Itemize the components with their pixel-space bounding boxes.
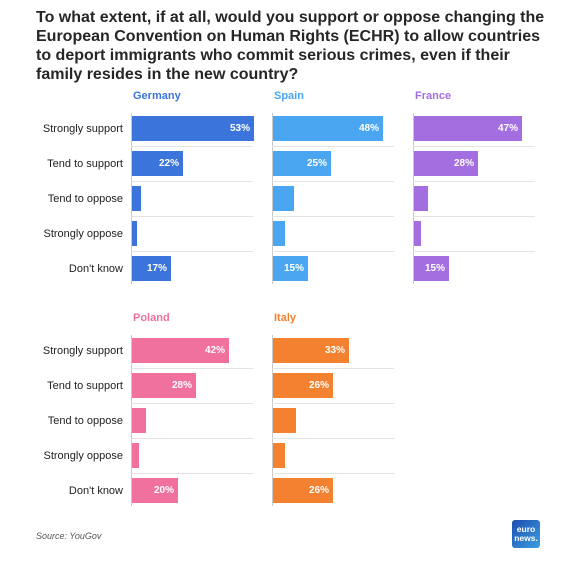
panel-france: France 47% 28% 15% bbox=[413, 89, 535, 286]
bar-poland-tend-to-oppose bbox=[132, 408, 146, 433]
source-note: Source: YouGov bbox=[36, 531, 102, 541]
row-divider bbox=[413, 251, 535, 252]
bar-italy-strongly-support: 33% bbox=[273, 338, 349, 363]
bar-value-label: 28% bbox=[171, 380, 192, 391]
row-divider bbox=[272, 216, 394, 217]
panel-germany: Germany 53% 22% 17% bbox=[131, 89, 254, 286]
row-label-tend-to-oppose: Tend to oppose bbox=[47, 414, 123, 427]
panel-name-italy: Italy bbox=[274, 312, 297, 324]
row-divider bbox=[413, 181, 535, 182]
bar-poland-strongly-support: 42% bbox=[132, 338, 229, 363]
row-divider bbox=[131, 181, 253, 182]
bar-italy-strongly-oppose bbox=[273, 443, 285, 468]
row-divider bbox=[131, 403, 253, 404]
bar-france-strongly-oppose bbox=[414, 221, 421, 246]
panel-italy: Italy 33% 26% 26% bbox=[272, 311, 394, 508]
bar-italy-tend-to-oppose bbox=[273, 408, 296, 433]
bar-value-label: 15% bbox=[283, 263, 304, 274]
panel-name-spain: Spain bbox=[274, 90, 304, 102]
axis-line bbox=[272, 335, 273, 506]
row-label-strongly-support: Strongly support bbox=[42, 122, 123, 135]
row-divider bbox=[272, 368, 394, 369]
row-divider bbox=[131, 251, 253, 252]
row-label-don-t-know: Don't know bbox=[68, 262, 123, 275]
panel-name-poland: Poland bbox=[133, 312, 170, 324]
bar-germany-tend-to-support: 22% bbox=[132, 151, 183, 176]
bar-poland-don-t-know: 20% bbox=[132, 478, 178, 503]
axis-line bbox=[131, 113, 132, 284]
axis-line bbox=[131, 335, 132, 506]
row-label-tend-to-support: Tend to support bbox=[47, 157, 123, 170]
axis-line bbox=[272, 113, 273, 284]
row-divider bbox=[272, 146, 394, 147]
row-label-strongly-oppose: Strongly oppose bbox=[43, 227, 124, 240]
bar-value-label: 22% bbox=[158, 158, 179, 169]
chart-title: To what extent, if at all, would you sup… bbox=[36, 9, 545, 83]
bar-germany-strongly-support: 53% bbox=[132, 116, 254, 141]
row-divider bbox=[131, 473, 253, 474]
row-divider bbox=[131, 438, 253, 439]
bar-value-label: 28% bbox=[453, 158, 474, 169]
bar-value-label: 17% bbox=[146, 263, 167, 274]
bar-italy-tend-to-support: 26% bbox=[273, 373, 333, 398]
bar-value-label: 48% bbox=[358, 123, 379, 134]
bar-spain-tend-to-oppose bbox=[273, 186, 294, 211]
bar-value-label: 47% bbox=[497, 123, 518, 134]
bar-italy-don-t-know: 26% bbox=[273, 478, 333, 503]
row-divider bbox=[272, 181, 394, 182]
bar-value-label: 25% bbox=[306, 158, 327, 169]
row-divider bbox=[272, 438, 394, 439]
panel-poland: Poland 42% 28% 20% bbox=[131, 311, 253, 508]
panel-spain: Spain 48% 25% 15% bbox=[272, 89, 394, 286]
bar-value-label: 20% bbox=[153, 485, 174, 496]
row-divider bbox=[272, 473, 394, 474]
row-label-strongly-support: Strongly support bbox=[42, 344, 123, 357]
bar-spain-tend-to-support: 25% bbox=[273, 151, 331, 176]
row-divider bbox=[272, 403, 394, 404]
panel-name-france: France bbox=[415, 90, 452, 102]
row-label-tend-to-oppose: Tend to oppose bbox=[47, 192, 123, 205]
row-label-tend-to-support: Tend to support bbox=[47, 379, 123, 392]
axis-line bbox=[413, 113, 414, 284]
bar-spain-strongly-oppose bbox=[273, 221, 285, 246]
bar-germany-tend-to-oppose bbox=[132, 186, 141, 211]
bar-france-tend-to-oppose bbox=[414, 186, 428, 211]
bar-germany-don-t-know: 17% bbox=[132, 256, 171, 281]
row-divider bbox=[131, 216, 253, 217]
bar-value-label: 26% bbox=[308, 485, 329, 496]
bar-germany-strongly-oppose bbox=[132, 221, 137, 246]
bar-france-tend-to-support: 28% bbox=[414, 151, 478, 176]
row-divider bbox=[272, 251, 394, 252]
row-label-strongly-oppose: Strongly oppose bbox=[43, 449, 124, 462]
row-divider bbox=[413, 216, 535, 217]
euronews-logo: euro news. bbox=[512, 520, 540, 548]
row-divider bbox=[131, 368, 253, 369]
bar-value-label: 15% bbox=[424, 263, 445, 274]
bar-value-label: 33% bbox=[324, 345, 345, 356]
bar-value-label: 26% bbox=[308, 380, 329, 391]
bar-value-label: 53% bbox=[229, 123, 250, 134]
bar-france-strongly-support: 47% bbox=[414, 116, 522, 141]
bar-france-don-t-know: 15% bbox=[414, 256, 449, 281]
bar-poland-strongly-oppose bbox=[132, 443, 139, 468]
bar-poland-tend-to-support: 28% bbox=[132, 373, 196, 398]
bar-value-label: 42% bbox=[204, 345, 225, 356]
row-label-don-t-know: Don't know bbox=[68, 484, 123, 497]
panel-name-germany: Germany bbox=[133, 90, 181, 102]
row-divider bbox=[131, 146, 253, 147]
bar-spain-don-t-know: 15% bbox=[273, 256, 308, 281]
bar-spain-strongly-support: 48% bbox=[273, 116, 383, 141]
row-divider bbox=[413, 146, 535, 147]
